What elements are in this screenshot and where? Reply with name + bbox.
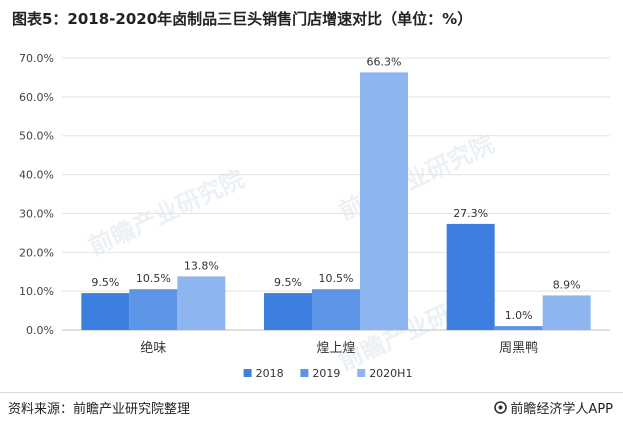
x-tick-label: 煌上煌 (316, 341, 355, 356)
y-tick-label: 50.0% (19, 130, 54, 143)
bar (446, 223, 495, 330)
y-tick-label: 20.0% (19, 246, 54, 259)
y-tick-label: 40.0% (19, 169, 54, 182)
legend: 2018 2019 2020H1 (243, 367, 412, 380)
data-label: 10.5% (319, 272, 354, 285)
footer-divider (0, 392, 623, 393)
legend-label: 2019 (312, 367, 340, 380)
y-tick-label: 0.0% (26, 324, 54, 337)
chart-title: 图表5：2018-2020年卤制品三巨头销售门店增速对比（单位：%） (12, 10, 473, 28)
bar (81, 293, 130, 330)
y-axis-ticks: 0.0% 10.0% 20.0% 30.0% 40.0% 50.0% 60.0% 70.0% (19, 52, 54, 337)
x-tick-label: 绝味 (140, 340, 166, 356)
data-label: 8.9% (553, 278, 581, 291)
bar (129, 289, 178, 330)
data-label: 27.3% (453, 207, 488, 220)
data-label: 9.5% (91, 276, 119, 289)
bar (542, 295, 591, 330)
x-tick-label: 周黑鸭 (499, 341, 538, 356)
legend-label: 2018 (256, 367, 284, 380)
data-label: 9.5% (274, 276, 302, 289)
y-tick-label: 10.0% (19, 285, 54, 298)
data-label: 13.8% (184, 259, 219, 272)
brand-name: 前瞻经济学人APP (510, 402, 613, 417)
bar (494, 326, 543, 330)
data-label: 10.5% (136, 272, 171, 285)
legend-label: 2020H1 (369, 367, 412, 380)
legend-swatch (300, 369, 309, 377)
bars (81, 72, 591, 331)
watermark-text: 前瞻产业研究院 (85, 165, 249, 261)
bar (360, 72, 408, 331)
data-label: 1.0% (505, 309, 533, 322)
chart-area: 前瞻产业研究院 前瞻产业研究院 前瞻产业研究院 0.0% 10.0% 20.0% 30.0… (0, 45, 623, 390)
y-tick-label: 70.0% (19, 52, 54, 65)
bar (264, 293, 312, 330)
source-note: 资料来源：前瞻产业研究院整理 (8, 402, 191, 417)
brand-credit: 前瞻经济学人APP (494, 398, 613, 417)
legend-swatch (357, 369, 366, 377)
y-tick-label: 60.0% (19, 91, 54, 104)
x-axis-ticks: 绝味 煌上煌 周黑鸭 (140, 340, 538, 356)
bar (177, 276, 226, 330)
y-tick-label: 30.0% (19, 207, 54, 220)
data-label: 66.3% (367, 55, 402, 68)
data-labels: 9.5% 10.5% 13.8% 9.5% 10.5% 66.3% 27.3% 1.0% 8.9… (91, 55, 580, 322)
bar (312, 289, 360, 330)
brand-logo-icon (494, 401, 508, 414)
legend-swatch (243, 369, 252, 377)
